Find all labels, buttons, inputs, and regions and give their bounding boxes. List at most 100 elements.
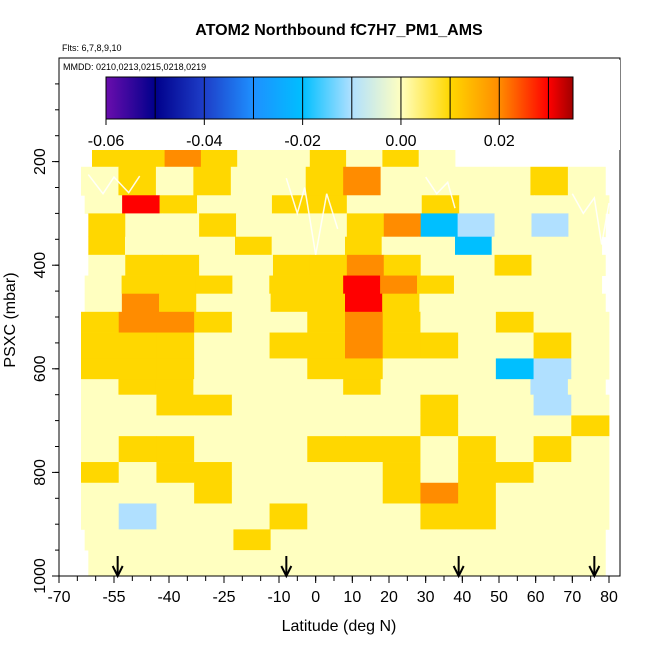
colorbar-segment-8 <box>499 77 549 119</box>
x-tick-label: -70 <box>47 589 70 606</box>
heat-cell-12-10 <box>458 394 497 416</box>
heat-cell-8-12 <box>533 311 572 333</box>
heat-cell-15-11 <box>495 462 534 484</box>
heat-cell-7-10 <box>456 293 495 313</box>
heat-cell-5-6 <box>309 254 348 276</box>
heat-cell-5-11 <box>494 254 532 276</box>
heat-cell-8-3 <box>194 311 233 333</box>
heat-cell-16-7 <box>345 482 384 504</box>
colorbar-tick-label: -0.06 <box>88 133 125 150</box>
heat-cell-11-0 <box>81 379 119 396</box>
heat-cell-3-10 <box>457 213 495 238</box>
heat-cell-4-1 <box>125 236 163 256</box>
heat-cell-4-9 <box>418 236 456 256</box>
heat-cell-14-5 <box>269 436 308 463</box>
heat-cell-16-8 <box>382 482 421 504</box>
heat-cell-3-5 <box>272 213 311 238</box>
heat-cell-3-0 <box>88 213 126 238</box>
heat-cell-16-6 <box>307 482 346 504</box>
heat-cell-16-2 <box>156 482 195 504</box>
heat-cell-9-12 <box>533 332 572 359</box>
heat-cell-11-13 <box>567 379 606 396</box>
heat-cell-2-4 <box>234 195 273 214</box>
y-axis-label: PSXC (mbar) <box>2 272 19 367</box>
heat-cell-8-10 <box>458 311 497 333</box>
heat-cell-14-1 <box>118 436 157 463</box>
heat-cell-18-2 <box>159 529 197 551</box>
heat-cell-7-8 <box>382 293 420 313</box>
heat-cell-19-8 <box>383 550 422 577</box>
heat-cell-3-4 <box>236 213 274 238</box>
heat-cell-2-0 <box>84 195 123 214</box>
heat-cell-11-2 <box>155 379 194 396</box>
heat-cell-6-11 <box>490 275 529 295</box>
heat-cell-7-5 <box>270 293 309 313</box>
heat-cell-18-10 <box>456 529 495 551</box>
heat-cell-9-0 <box>81 332 120 359</box>
heat-cell-8-7 <box>345 311 384 333</box>
heat-cell-4-2 <box>161 236 199 256</box>
heat-cell-4-3 <box>198 236 236 256</box>
x-tick-label: 60 <box>527 589 545 606</box>
dates-label: MMDD: 0210,0213,0215,0218,0219 <box>63 62 206 72</box>
heat-cell-0-2 <box>164 146 202 168</box>
heat-cell-1-2 <box>155 166 194 196</box>
heat-cell-18-6 <box>307 529 346 551</box>
heat-cell-18-3 <box>196 529 234 551</box>
heat-cell-14-0 <box>81 436 120 463</box>
heat-cell-10-13 <box>571 358 610 380</box>
heat-cell-12-5 <box>269 394 308 416</box>
heat-cell-13-9 <box>420 415 459 437</box>
heat-cell-17-10 <box>458 503 497 530</box>
heat-cell-6-12 <box>527 275 566 295</box>
heat-cell-1-10 <box>455 166 494 196</box>
heat-cell-5-12 <box>531 254 569 276</box>
heat-cell-12-4 <box>231 394 270 416</box>
heat-cell-3-3 <box>199 213 237 238</box>
heat-cell-6-7 <box>343 275 381 295</box>
heat-cell-8-9 <box>420 311 459 333</box>
flight-track-line-3 <box>571 193 610 245</box>
heat-cell-2-2 <box>159 195 198 214</box>
heat-cell-5-1 <box>125 254 163 276</box>
heat-cell-9-1 <box>118 332 157 359</box>
heat-cell-7-11 <box>493 293 532 313</box>
heat-cell-9-13 <box>571 332 610 359</box>
heat-cell-14-9 <box>420 436 459 463</box>
heat-cell-3-6 <box>309 213 348 238</box>
heat-cell-4-5 <box>271 236 309 256</box>
heat-cell-17-8 <box>382 503 421 530</box>
heat-cell-0-9 <box>418 146 456 168</box>
heat-cell-11-1 <box>118 379 157 396</box>
heat-cell-19-7 <box>346 550 385 577</box>
heat-cell-18-4 <box>233 529 272 551</box>
heat-cell-12-2 <box>156 394 195 416</box>
heat-cell-7-0 <box>84 293 123 313</box>
colorbar-segment-7 <box>450 77 500 119</box>
heat-cell-12-13 <box>571 394 610 416</box>
x-axis-label: Latitude (deg N) <box>282 618 397 635</box>
heat-cell-7-13 <box>568 293 606 313</box>
heat-cell-11-4 <box>230 379 269 396</box>
heat-cell-13-4 <box>231 415 270 437</box>
heat-cell-7-4 <box>233 293 272 313</box>
heat-cell-12-0 <box>81 394 120 416</box>
heat-cell-17-12 <box>533 503 572 530</box>
heat-cell-14-2 <box>156 436 195 463</box>
heat-cell-14-7 <box>345 436 384 463</box>
heat-cell-13-13 <box>571 415 610 437</box>
heat-cell-16-3 <box>194 482 233 504</box>
heat-cell-11-12 <box>530 379 569 396</box>
heat-cell-13-0 <box>81 415 120 437</box>
heat-cell-11-9 <box>418 379 456 396</box>
heat-cell-4-0 <box>88 236 126 256</box>
heat-cell-6-2 <box>158 275 196 295</box>
heat-cell-1-4 <box>230 166 269 196</box>
heat-cell-9-9 <box>420 332 459 359</box>
heat-cell-16-1 <box>118 482 157 504</box>
heat-cell-15-2 <box>156 462 195 484</box>
heat-cell-4-10 <box>455 236 493 256</box>
heat-cell-19-1 <box>125 550 163 577</box>
heat-cell-10-2 <box>156 358 195 380</box>
heat-cell-4-4 <box>235 236 273 256</box>
